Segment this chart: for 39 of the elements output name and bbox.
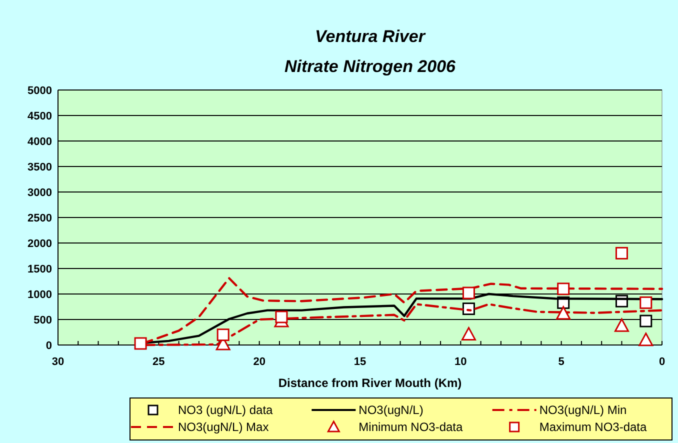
legend-label: NO3 (ugN/L) data — [178, 403, 274, 418]
legend-label: Minimum NO3-data — [358, 420, 464, 434]
point — [461, 327, 476, 341]
x-tick-label: 5 — [558, 356, 564, 368]
point — [557, 282, 570, 296]
y-tick-label: 500 — [34, 314, 52, 326]
point — [640, 296, 652, 309]
legend-label: Maximum NO3-data — [539, 420, 648, 434]
x-tick-label: 30 — [52, 356, 64, 368]
y-tick-label: 4500 — [28, 110, 52, 122]
point — [640, 314, 652, 328]
y-tick-label: 3000 — [28, 186, 52, 199]
y-tick-label: 1500 — [28, 263, 52, 276]
x-tick-label: 20 — [253, 356, 266, 368]
chart-title: Ventura River Nitrate Nitrogen 2006 — [284, 27, 456, 76]
x-tick-label: 0 — [658, 356, 666, 368]
y-tick-label: 5000 — [28, 84, 52, 97]
x-tick-label: 25 — [152, 356, 165, 368]
point — [462, 286, 475, 300]
y-tick-label: 1000 — [28, 288, 52, 301]
point — [134, 337, 147, 350]
x-tick-label: 15 — [354, 356, 366, 368]
legend-label: NO3(ugN/L) Min — [539, 403, 627, 418]
point — [614, 318, 629, 332]
x-tick-label: 10 — [454, 356, 467, 368]
y-tick-label: 0 — [46, 340, 52, 352]
legend-label: NO3(ugN/L) — [358, 403, 424, 418]
x-axis-title: Distance from River Mouth (Km) — [278, 376, 462, 390]
y-tick-label: 3500 — [28, 161, 52, 174]
point — [615, 246, 628, 260]
point — [638, 332, 654, 346]
y-tick-label: 2000 — [28, 238, 52, 250]
point — [216, 328, 230, 342]
y-tick-label: 2500 — [28, 212, 52, 224]
point — [462, 302, 475, 316]
legend-label: NO3(ugN/L) Max — [178, 420, 269, 434]
point — [275, 310, 288, 324]
y-tick-label: 4000 — [28, 136, 52, 148]
point — [556, 306, 571, 320]
